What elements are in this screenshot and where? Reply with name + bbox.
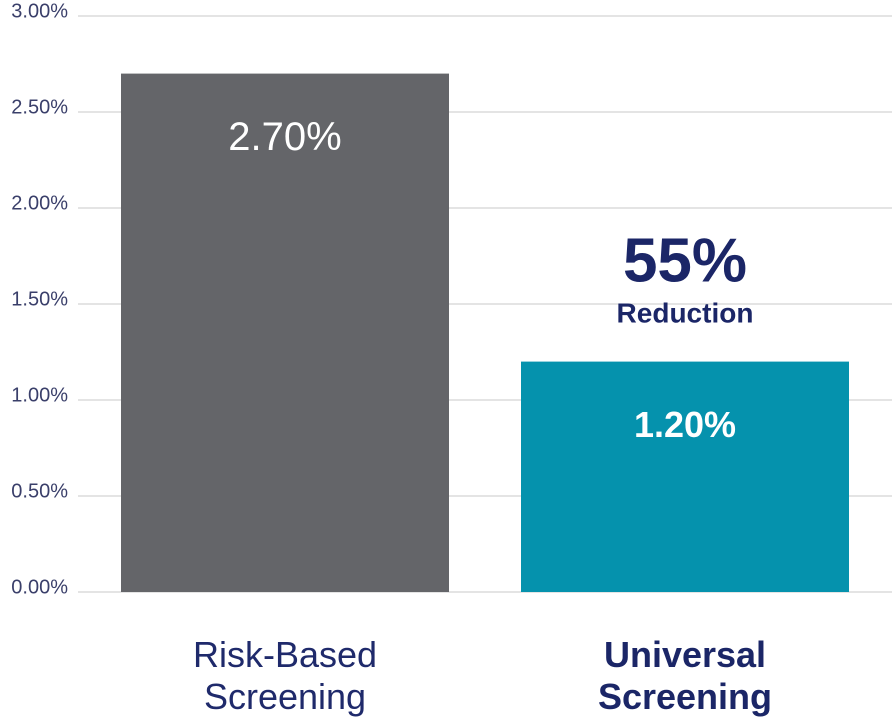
y-tick-label: 2.00% [11,192,68,214]
annotation: 55% [623,226,747,295]
annotation: Reduction [617,297,754,328]
bar [521,361,849,592]
value-label: 1.20% [634,404,736,445]
y-tick-label: 1.00% [11,384,68,406]
x-tick-label: Universal Screening [597,634,773,717]
y-tick-label: 1.50% [11,288,68,310]
y-tick-label: 0.00% [11,576,68,598]
y-tick-label: 2.50% [11,96,68,118]
x-tick-label: Risk-Based Screening [192,634,378,717]
bar [121,73,449,593]
value-label: 2.70% [228,115,341,159]
y-tick-label: 0.50% [11,480,68,502]
y-tick-label: 3.00% [11,0,68,22]
